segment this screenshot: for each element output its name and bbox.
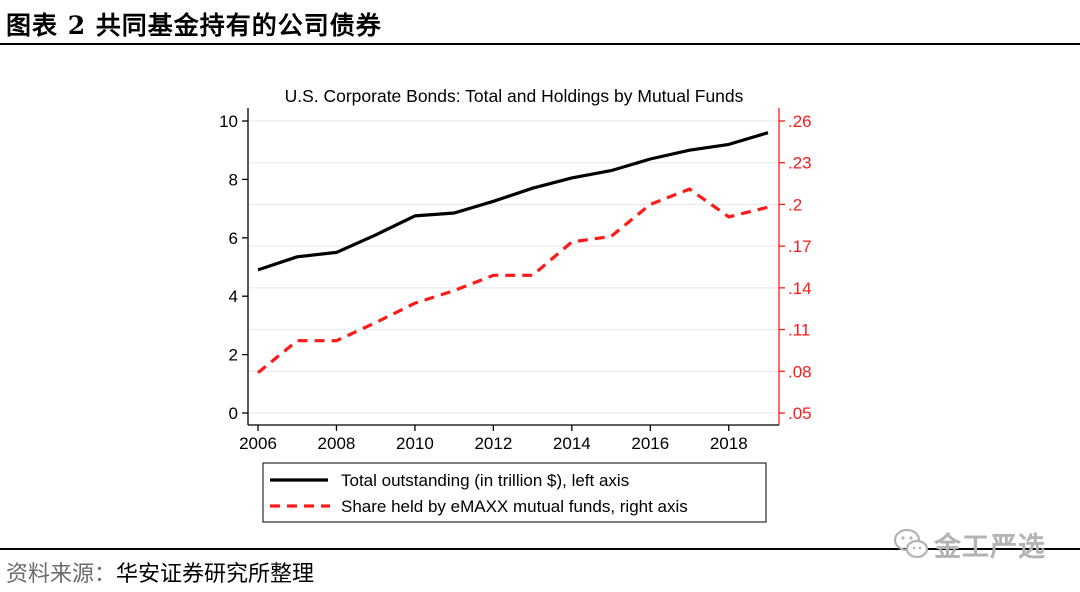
source-note: 资料来源：华安证券研究所整理 — [6, 556, 314, 588]
right-tick-label-5: .2 — [788, 195, 802, 214]
source-text: 华安证券研究所整理 — [116, 562, 315, 587]
legend-box — [262, 462, 767, 523]
x-tick-label-6: 2018 — [710, 434, 748, 453]
x-tick-label-1: 2008 — [318, 434, 356, 453]
series-line-total-outstanding — [257, 131, 769, 272]
x-tick-label-5: 2016 — [631, 434, 669, 453]
right-tick-label-1: .08 — [788, 362, 812, 381]
bottom-rule — [0, 548, 1080, 550]
series-line-mutual-fund-share — [256, 187, 769, 374]
x-tick-label-4: 2014 — [553, 434, 591, 453]
x-tick-label-3: 2012 — [474, 434, 512, 453]
left-tick-label-5: 10 — [219, 112, 238, 131]
left-tick-label-4: 8 — [229, 170, 238, 189]
gridlines — [249, 120, 778, 414]
left-axis-ticks: 0 2 4 6 8 10 — [219, 112, 248, 423]
right-tick-label-6: .23 — [788, 154, 812, 173]
left-tick-label-2: 4 — [229, 287, 238, 306]
x-tick-label-2: 2010 — [396, 434, 434, 453]
right-tick-label-0: .05 — [788, 404, 812, 423]
right-tick-label-2: .11 — [788, 321, 810, 340]
figure-title: 图表 2 共同基金持有的公司债券 — [6, 11, 382, 40]
left-tick-label-3: 6 — [229, 229, 238, 248]
wechat-icon — [893, 528, 929, 559]
right-tick-label-7: .26 — [788, 112, 812, 131]
left-tick-label-1: 2 — [229, 346, 238, 365]
right-tick-label-4: .17 — [788, 237, 812, 256]
chart: 0 2 4 6 8 10 .05 .08 .11 .14 .17 .2 .23 .26 2006 2008… — [219, 86, 812, 523]
source-label: 资料来源： — [6, 562, 117, 587]
x-axis-ticks: 2006 2008 2010 2012 2014 2016 2018 — [239, 425, 748, 453]
chart-title: U.S. Corporate Bonds: Total and Holdings… — [285, 86, 744, 106]
right-axis-ticks: .05 .08 .11 .14 .17 .2 .23 .26 — [779, 112, 812, 423]
legend-label-total-outstanding: Total outstanding (in trillion $), left … — [341, 471, 629, 490]
watermark: 金工严选 — [892, 524, 1046, 564]
legend: Total outstanding (in trillion $), left … — [262, 462, 767, 523]
plot-area — [248, 108, 779, 425]
x-tick-label-0: 2006 — [239, 434, 277, 453]
legend-label-mutual-fund-share: Share held by eMAXX mutual funds, right … — [341, 497, 688, 516]
right-tick-label-3: .14 — [788, 279, 812, 298]
top-rule — [0, 43, 1080, 45]
left-tick-label-0: 0 — [229, 404, 238, 423]
watermark-text: 金工严选 — [934, 531, 1046, 563]
